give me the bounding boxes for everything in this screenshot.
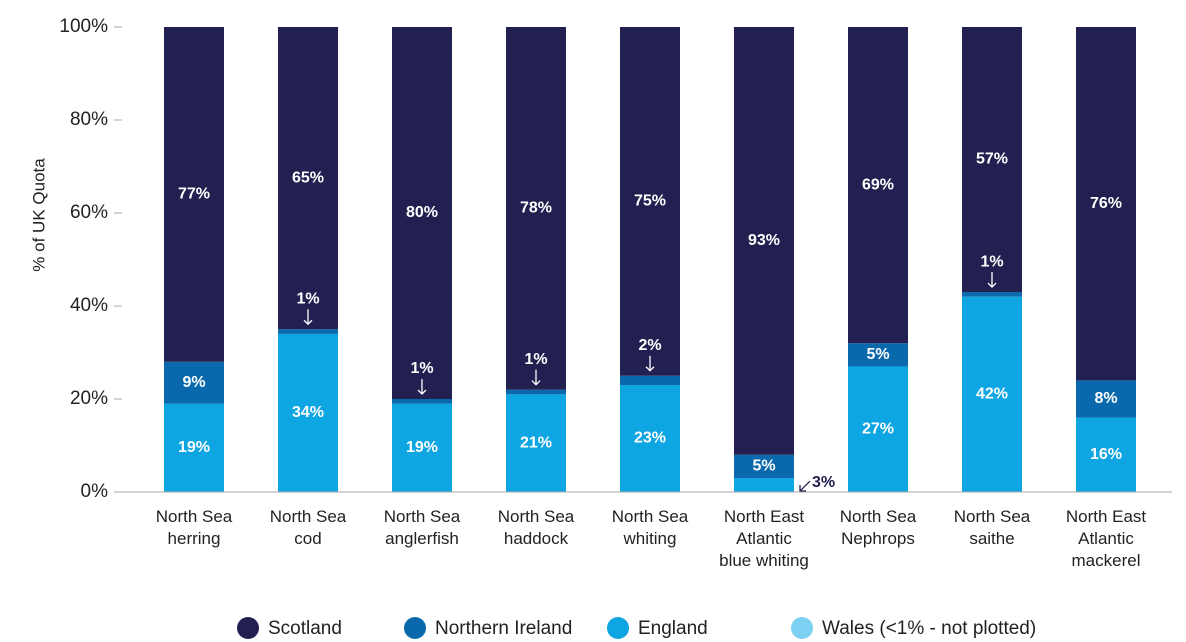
value-label: 9% (182, 374, 205, 391)
bar-segment (848, 343, 908, 367)
y-tick-label: 40% (70, 295, 108, 316)
value-label: 65% (292, 169, 324, 186)
label-arrow (417, 379, 427, 395)
value-label: 69% (862, 176, 894, 193)
bar-segment (506, 27, 566, 390)
value-label: 8% (1094, 390, 1117, 407)
bars (164, 27, 1136, 492)
value-label: 1% (410, 360, 433, 377)
bar-segment (164, 27, 224, 362)
bar-segment (278, 329, 338, 334)
bar-segment (392, 399, 452, 404)
label-arrow (799, 480, 811, 492)
label-arrow (531, 369, 541, 386)
bar-segment (164, 361, 224, 404)
value-label: 34% (292, 404, 324, 421)
y-tick-label: 0% (81, 481, 109, 502)
bar-segment (734, 454, 794, 479)
bar-segment (1076, 380, 1136, 418)
bar-segment (1076, 27, 1136, 381)
bar-segment (734, 27, 794, 455)
value-label: 23% (634, 430, 666, 447)
value-label: 80% (406, 204, 438, 221)
y-tick-label: 80% (70, 109, 108, 130)
y-tick-label: 100% (59, 16, 108, 37)
x-tick-label: North Sea saithe (953, 507, 1031, 548)
value-label: 21% (520, 434, 552, 451)
bar-segment (392, 27, 452, 399)
value-label: 5% (866, 346, 889, 363)
bar-segment (278, 333, 338, 492)
value-label: 16% (1090, 446, 1122, 463)
value-label: 93% (748, 232, 780, 249)
value-label: 1% (980, 253, 1003, 270)
value-label: 2% (638, 337, 661, 354)
label-arrow (645, 355, 655, 372)
x-tick-label: North Sea herring (155, 507, 233, 548)
value-label: 5% (752, 458, 775, 475)
bar-segment (278, 27, 338, 330)
value-label: 42% (976, 386, 1008, 403)
label-arrow (987, 272, 997, 288)
bar-segment (962, 296, 1022, 492)
y-tick-label: 60% (70, 202, 108, 223)
bar-segment (620, 27, 680, 376)
bar-segment (1076, 417, 1136, 492)
bar-segment (506, 389, 566, 395)
bar-segment (392, 403, 452, 492)
value-label: 27% (862, 420, 894, 437)
x-tick-label: North East Atlantic blue whiting (719, 507, 809, 570)
value-label: 76% (1090, 195, 1122, 212)
bar-segment (620, 385, 680, 492)
legend-label: England (638, 618, 708, 639)
bar-segment (962, 27, 1022, 293)
value-label: 19% (178, 439, 210, 456)
bar-segment (848, 366, 908, 492)
x-tick-label: North Sea whiting (611, 507, 689, 548)
value-label: 1% (296, 290, 319, 307)
x-tick-label: North Sea haddock (497, 507, 575, 548)
bar-segment (620, 375, 680, 386)
legend-swatch (607, 617, 629, 639)
value-label: 75% (634, 193, 666, 210)
bar-segment (164, 403, 224, 492)
x-tick-label: North Sea anglerfish (383, 507, 461, 548)
y-axis-title: % of UK Quota (29, 158, 48, 272)
x-tick-label: North Sea cod (269, 507, 347, 548)
legend-swatch (404, 617, 426, 639)
legend-swatch (791, 617, 813, 639)
bar-segment (962, 292, 1022, 297)
x-tick-label: North East Atlantic mackerel (1065, 507, 1147, 570)
legend-label: Wales (<1% - not plotted) (822, 618, 1036, 639)
bar-segment (848, 27, 908, 344)
x-tick-label: North Sea Nephrops (839, 507, 917, 548)
legend-label: Northern Ireland (435, 618, 572, 639)
bar-segment (734, 478, 794, 492)
value-label: 19% (406, 439, 438, 456)
legend-label: Scotland (268, 618, 342, 639)
value-label: 78% (520, 200, 552, 217)
label-arrow (303, 309, 313, 326)
value-label: 77% (178, 186, 210, 203)
value-label: 1% (524, 351, 547, 368)
y-tick-label: 20% (70, 388, 108, 409)
value-label: 57% (976, 151, 1008, 168)
legend-swatch (237, 617, 259, 639)
bar-segment (506, 394, 566, 492)
value-label: 3% (812, 474, 835, 491)
